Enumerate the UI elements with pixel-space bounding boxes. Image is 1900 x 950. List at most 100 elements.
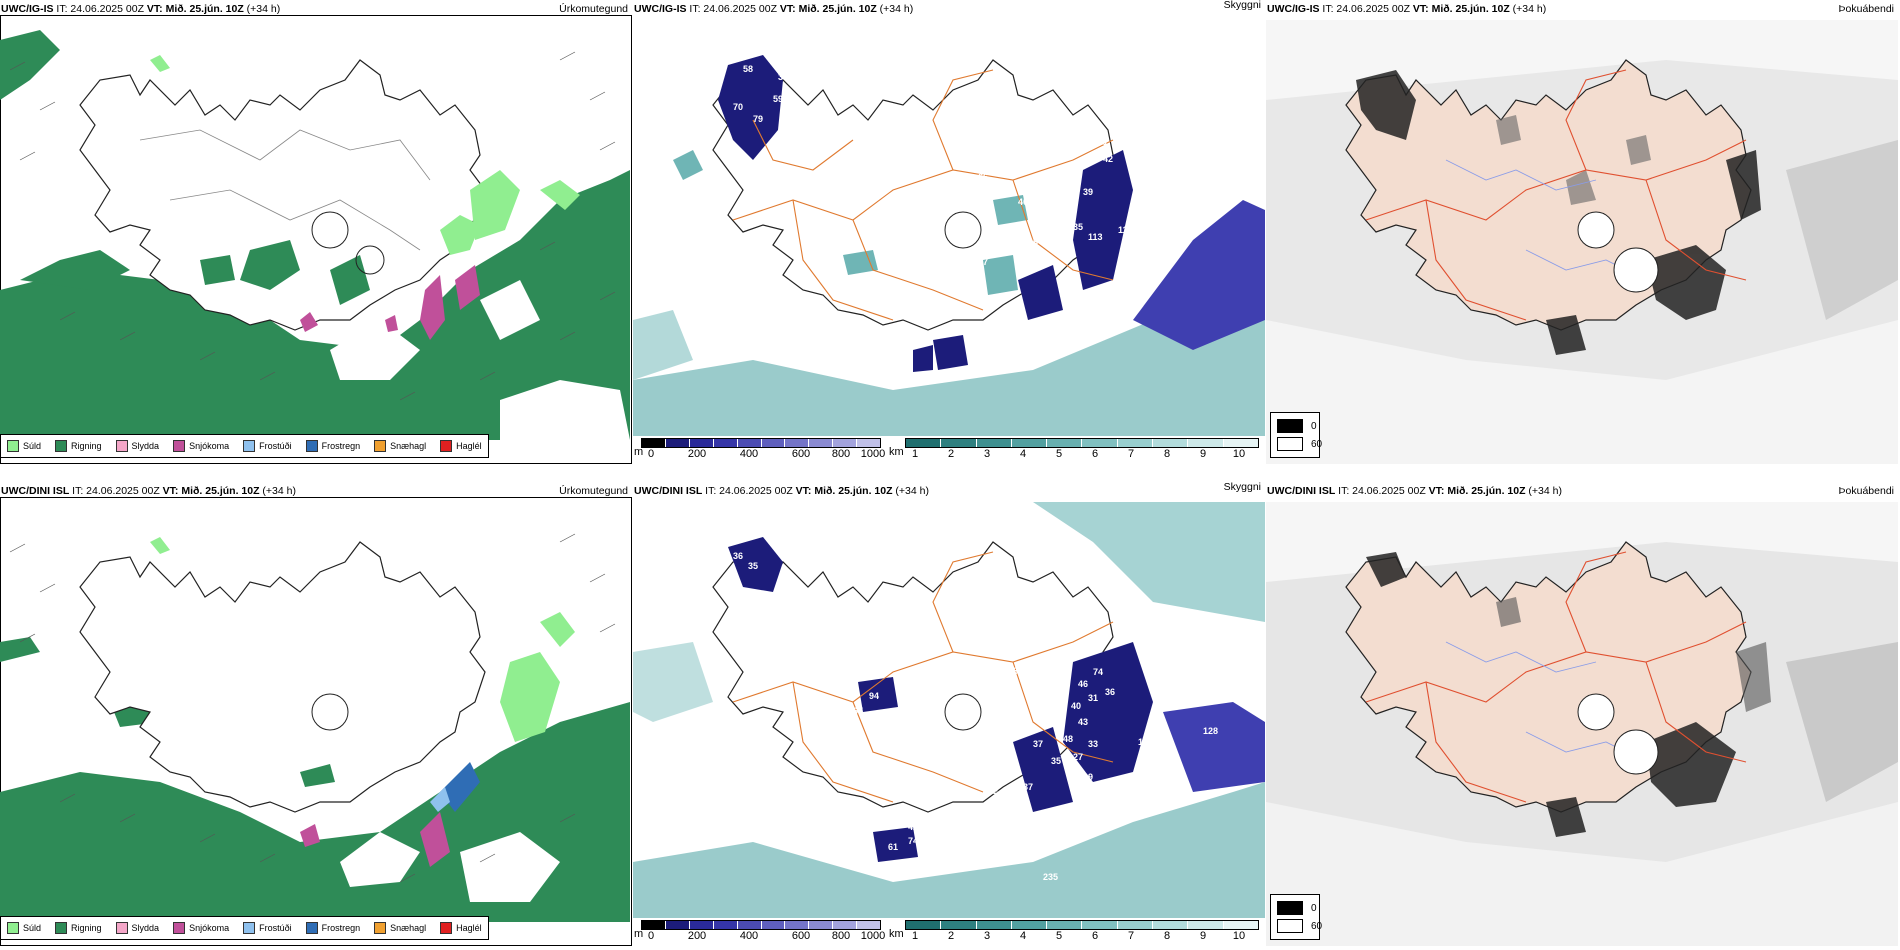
fog-index-legend: 0 60 <box>1270 894 1322 940</box>
tick: 1000 <box>860 930 886 942</box>
tick: 400 <box>739 448 759 460</box>
tick: 1 <box>911 930 919 942</box>
legend-item: Rigning <box>55 440 102 452</box>
legend-label: Snæhagl <box>390 923 427 933</box>
model-source: UWC/DINI ISL <box>1267 485 1336 497</box>
panel-title: Úrkomutegund <box>559 485 628 497</box>
tick: 5 <box>1055 930 1063 942</box>
panel-header: UWC/IG-IS IT: 24.06.2025 00Z VT: Mið. 25… <box>634 0 1261 19</box>
tick: 600 <box>791 930 811 942</box>
unit-km: km <box>889 446 904 458</box>
visibility-value-label: 59 <box>1018 167 1028 177</box>
legend-item: Slydda <box>115 440 160 452</box>
colorbar-km <box>905 438 1259 448</box>
visibility-value-label: 66 <box>918 296 928 306</box>
legend-label: Frostúði <box>259 441 292 451</box>
tick: 2 <box>947 930 955 942</box>
swatch <box>115 922 128 934</box>
visibility-value-label: 586 <box>1008 313 1023 323</box>
swatch <box>7 440 19 452</box>
valid-time: VT: Mið. 25.jún. 10Z <box>1412 3 1510 15</box>
legend-label: Haglél <box>456 441 482 451</box>
visibility-value-label: 35 <box>748 561 758 571</box>
panel-header: UWC/DINI ISL IT: 24.06.2025 00Z VT: Mið.… <box>1267 485 1894 501</box>
visibility-value-label: 42 <box>903 859 913 869</box>
legend-label: Slydda <box>131 441 160 451</box>
legend-item: Frostregn <box>305 440 360 452</box>
init-time: IT: 24.06.2025 00Z <box>702 485 796 497</box>
panel-fog-index-igis: UWC/IG-IS IT: 24.06.2025 00Z VT: Mið. 25… <box>1266 0 1898 464</box>
tick: 7 <box>1127 930 1135 942</box>
panel-header: UWC/DINI ISL IT: 24.06.2025 00Z VT: Mið.… <box>634 482 1261 501</box>
visibility-value-label: 27 <box>1073 752 1083 762</box>
model-source: UWC/DINI ISL <box>1 485 70 497</box>
visibility-value-label: 40 <box>1071 701 1081 711</box>
lead-time: (+34 h) <box>1509 3 1547 15</box>
legend-row: 60 <box>1277 437 1322 451</box>
init-time: IT: 24.06.2025 00Z <box>1335 485 1429 497</box>
visibility-value-label: 35 <box>1051 756 1061 766</box>
fog-map <box>1266 502 1898 946</box>
tick: 800 <box>831 930 851 942</box>
panel-title: Skyggni <box>1223 0 1261 11</box>
panel-fog-index-dini: UWC/DINI ISL IT: 24.06.2025 00Z VT: Mið.… <box>1266 482 1898 946</box>
legend-item: Haglél <box>440 922 482 934</box>
legend-high: 60 <box>1311 438 1323 450</box>
visibility-value-label: 42 <box>1063 182 1073 192</box>
legend-label: Rigning <box>71 923 102 933</box>
panel-header: UWC/IG-IS IT: 24.06.2025 00Z VT: Mið. 25… <box>1267 3 1894 19</box>
model-source: UWC/DINI ISL <box>634 485 703 497</box>
visibility-value-label: 14 <box>783 127 793 137</box>
visibility-value-label: 58 <box>743 64 753 74</box>
legend-item: Frostúði <box>243 440 292 452</box>
visibility-value-label: 80 <box>728 596 738 606</box>
swatch <box>440 922 453 934</box>
panel-header: UWC/IG-IS IT: 24.06.2025 00Z VT: Mið. 25… <box>1 3 628 19</box>
tick: 8 <box>1163 930 1171 942</box>
swatch <box>115 440 128 452</box>
legend-item: Snæhagl <box>374 922 426 934</box>
legend-high: 60 <box>1311 920 1323 932</box>
tick: 600 <box>791 448 811 460</box>
tick: 1000 <box>860 448 886 460</box>
colorbar-km <box>905 920 1259 930</box>
visibility-value-label: 70 <box>733 102 743 112</box>
legend-label: Haglél <box>456 923 482 933</box>
legend-label: Frostúði <box>259 923 292 933</box>
visibility-value-label: 38 <box>1053 210 1063 220</box>
visibility-value-label: 35 <box>1073 222 1083 232</box>
tick: 9 <box>1199 448 1207 460</box>
tick: 5 <box>1055 448 1063 460</box>
tick: 200 <box>687 448 707 460</box>
visibility-value-label: 74 <box>1093 667 1103 677</box>
visibility-value-label: 67 <box>978 257 988 267</box>
map-frame <box>0 15 632 464</box>
valid-time: VT: Mið. 25.jún. 10Z <box>1428 485 1526 497</box>
visibility-value-label: 813 <box>993 315 1008 325</box>
panel-title: Þokuábendi <box>1838 485 1894 497</box>
legend-row: 0 <box>1277 419 1317 433</box>
swatch <box>173 922 186 934</box>
legend-row: 60 <box>1277 919 1322 933</box>
visibility-value-label: 82 <box>928 280 938 290</box>
visibility-value-label: 67 <box>853 706 863 716</box>
swatch <box>243 440 256 452</box>
fog-index-legend: 0 60 <box>1270 412 1322 458</box>
swatch <box>173 440 186 452</box>
legend-item: Snjókoma <box>173 922 229 934</box>
legend-label: Frostregn <box>321 923 361 933</box>
unit-meters: m <box>634 446 644 458</box>
visibility-value-label: 79 <box>753 114 763 124</box>
visibility-value-label: 43 <box>1078 717 1088 727</box>
visibility-value-label: 74 <box>908 836 918 846</box>
tick: 0 <box>647 930 655 942</box>
init-time: IT: 24.06.2025 00Z <box>1319 3 1413 15</box>
tick: 6 <box>1091 930 1099 942</box>
precip-map <box>0 502 631 944</box>
visibility-value-label: 53 <box>993 789 1003 799</box>
visibility-value-label: 110 <box>1118 225 1133 235</box>
init-time: IT: 24.06.2025 00Z <box>53 3 147 15</box>
model-source: UWC/IG-IS <box>634 3 687 15</box>
init-time: IT: 24.06.2025 00Z <box>686 3 780 15</box>
